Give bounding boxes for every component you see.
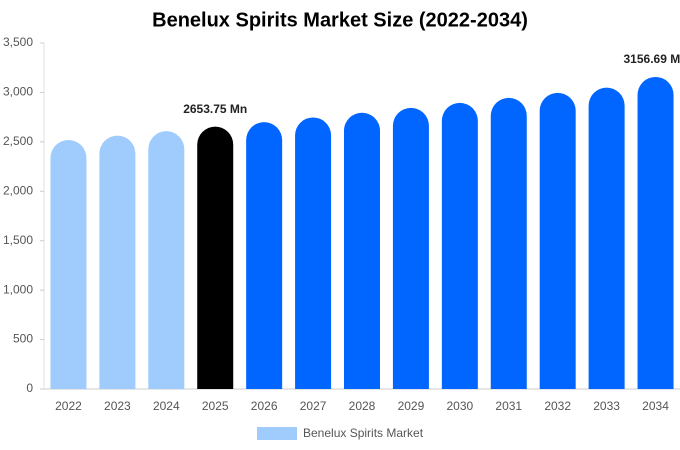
bar — [50, 139, 87, 389]
bar — [490, 97, 527, 389]
bar — [99, 135, 136, 389]
y-tick-label: 3,000 — [3, 85, 33, 99]
y-tick-label: 1,000 — [3, 282, 33, 296]
bar — [441, 102, 478, 390]
y-tick-label: 3,500 — [3, 35, 33, 49]
x-tick-label: 2032 — [544, 399, 571, 413]
bar — [539, 92, 576, 389]
data-label: 2653.75 Mn — [183, 102, 247, 116]
data-label: 3156.69 Mn — [624, 52, 680, 66]
y-tick-label: 1,500 — [3, 233, 33, 247]
x-tick-label: 2026 — [251, 399, 278, 413]
bar — [197, 126, 234, 389]
x-tick-label: 2033 — [593, 399, 620, 413]
x-tick-label: 2027 — [300, 399, 327, 413]
chart-title: Benelux Spirits Market Size (2022-2034) — [152, 9, 528, 31]
bar — [637, 76, 674, 389]
bar — [588, 87, 625, 390]
y-tick-label: 2,500 — [3, 134, 33, 148]
x-tick-label: 2030 — [446, 399, 473, 413]
bar — [295, 117, 332, 390]
bar — [392, 107, 429, 390]
x-tick-label: 2028 — [349, 399, 376, 413]
y-tick-label: 2,000 — [3, 183, 33, 197]
x-tick-label: 2034 — [642, 399, 669, 413]
x-tick-label: 2023 — [104, 399, 131, 413]
x-tick-label: 2029 — [398, 399, 425, 413]
x-tick-label: 2024 — [153, 399, 180, 413]
bar — [148, 131, 185, 389]
y-tick-label: 500 — [13, 332, 33, 346]
x-tick-label: 2022 — [55, 399, 82, 413]
bar — [246, 122, 283, 390]
legend-swatch — [257, 427, 297, 440]
bar — [344, 112, 380, 389]
x-tick-label: 2031 — [495, 399, 522, 413]
x-tick-label: 2025 — [202, 399, 229, 413]
y-tick-label: 0 — [26, 381, 33, 395]
legend-label: Benelux Spirits Market — [303, 426, 424, 440]
